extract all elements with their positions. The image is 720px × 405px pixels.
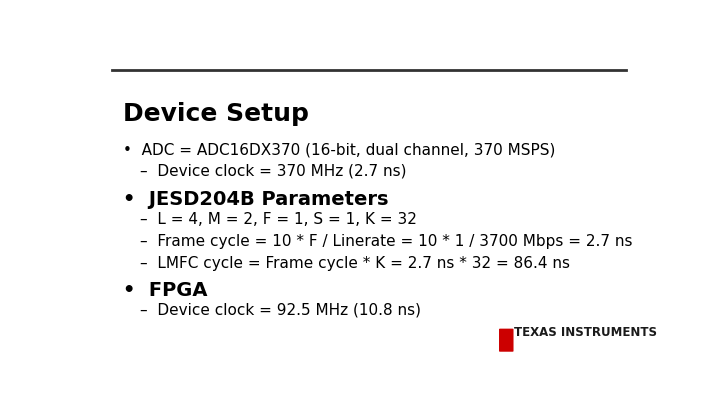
Text: •  JESD204B Parameters: • JESD204B Parameters: [124, 190, 389, 209]
FancyBboxPatch shape: [499, 328, 513, 352]
Text: –  Device clock = 92.5 MHz (10.8 ns): – Device clock = 92.5 MHz (10.8 ns): [140, 303, 421, 318]
Text: Device Setup: Device Setup: [124, 102, 310, 126]
Text: –  Frame cycle = 10 * F / Linerate = 10 * 1 / 3700 Mbps = 2.7 ns: – Frame cycle = 10 * F / Linerate = 10 *…: [140, 234, 633, 249]
Text: –  L = 4, M = 2, F = 1, S = 1, K = 32: – L = 4, M = 2, F = 1, S = 1, K = 32: [140, 212, 417, 227]
Text: –  LMFC cycle = Frame cycle * K = 2.7 ns * 32 = 86.4 ns: – LMFC cycle = Frame cycle * K = 2.7 ns …: [140, 256, 570, 271]
Text: TEXAS INSTRUMENTS: TEXAS INSTRUMENTS: [514, 326, 657, 339]
Text: •  FPGA: • FPGA: [124, 281, 208, 300]
Text: •  ADC = ADC16DX370 (16-bit, dual channel, 370 MSPS): • ADC = ADC16DX370 (16-bit, dual channel…: [124, 142, 556, 157]
Text: –  Device clock = 370 MHz (2.7 ns): – Device clock = 370 MHz (2.7 ns): [140, 164, 407, 179]
